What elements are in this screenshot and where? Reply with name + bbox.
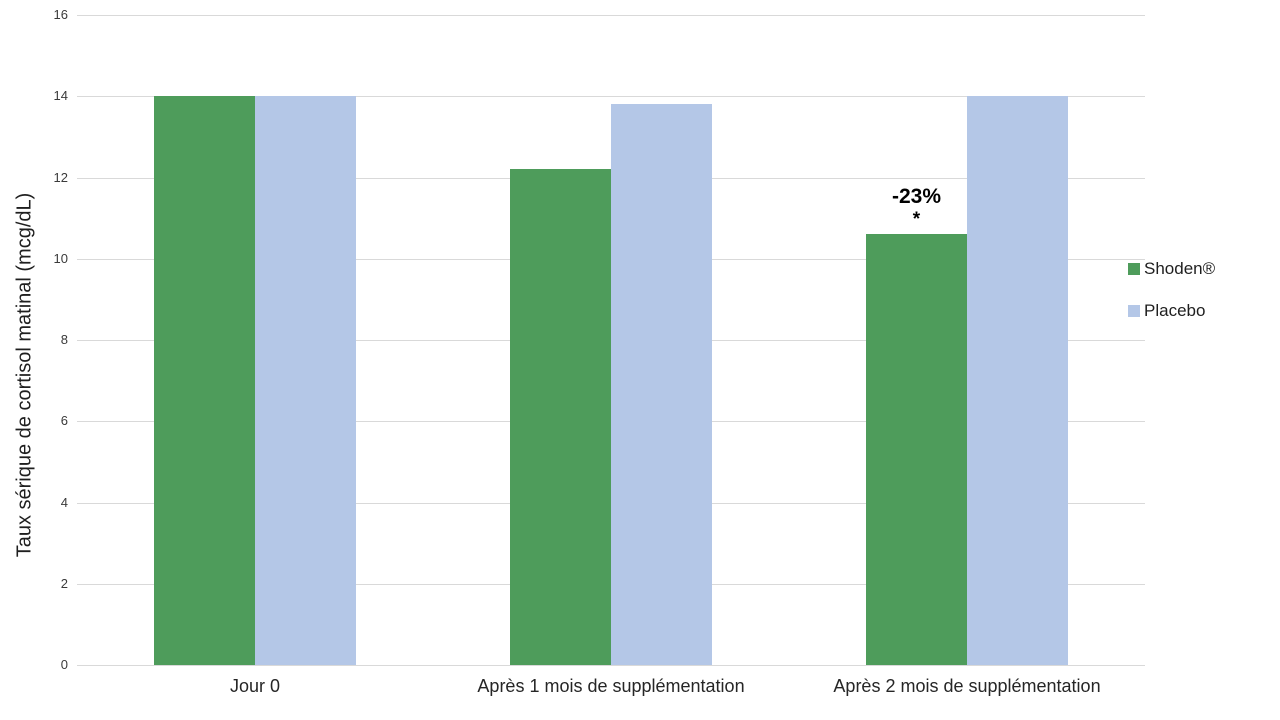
- x-category-label: Après 1 mois de supplémentation: [477, 676, 745, 696]
- legend-item: Placebo: [1128, 300, 1215, 322]
- legend-label: Placebo: [1144, 301, 1206, 320]
- y-tick-label: 12: [53, 169, 68, 185]
- y-tick-label: 2: [60, 575, 68, 591]
- x-category-label: Jour 0: [229, 676, 281, 696]
- y-tick-label: 4: [60, 494, 68, 510]
- gridline: [77, 665, 1145, 666]
- annotation-line: -23%: [891, 185, 942, 209]
- annotation-line: *: [912, 209, 921, 231]
- legend: Shoden® Placebo: [1128, 258, 1215, 342]
- x-category-label: Après 2 mois de supplémentation: [833, 676, 1101, 696]
- annotation: -23% *: [892, 184, 941, 230]
- y-tick-label: 8: [60, 332, 68, 347]
- bar-placebo: [611, 104, 712, 665]
- legend-swatch: [1128, 263, 1140, 275]
- gridline: [77, 15, 1145, 16]
- bar-placebo: [255, 96, 356, 665]
- bar-shoden: [510, 169, 611, 665]
- y-tick-label: 6: [60, 413, 68, 429]
- y-tick-label: 10: [53, 250, 68, 266]
- y-tick-label: 0: [60, 657, 68, 672]
- legend-item: Shoden®: [1128, 258, 1215, 280]
- y-tick-label: 16: [53, 7, 68, 22]
- y-tick-label: 14: [53, 88, 68, 104]
- bar-placebo: [967, 96, 1068, 665]
- bar-shoden: [154, 96, 255, 665]
- gridline: [77, 96, 1145, 98]
- legend-swatch: [1128, 305, 1140, 317]
- legend-label: Shoden®: [1144, 259, 1216, 278]
- bar-shoden: [866, 234, 967, 665]
